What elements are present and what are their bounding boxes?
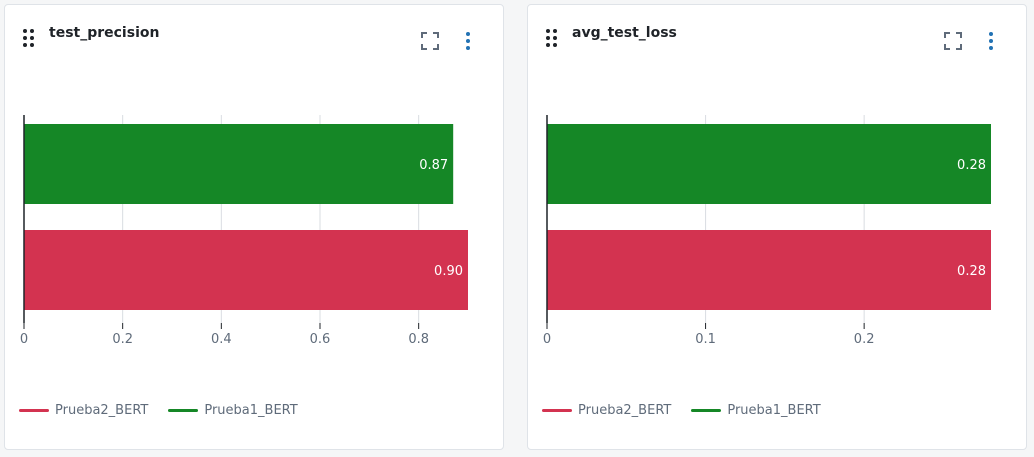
more-options-icon[interactable] [463, 31, 473, 51]
drag-handle-icon[interactable] [546, 29, 558, 47]
legend-item[interactable]: Prueba2_BERT [542, 403, 671, 418]
legend-item[interactable]: Prueba1_BERT [691, 403, 821, 418]
bar-prueba2-bert[interactable] [24, 230, 468, 310]
x-tick-label: 0.8 [408, 332, 429, 347]
more-options-icon[interactable] [986, 31, 996, 51]
legend-swatch [691, 409, 722, 412]
fullscreen-icon[interactable] [421, 32, 439, 50]
legend-item[interactable]: Prueba1_BERT [168, 403, 298, 418]
legend-label: Prueba1_BERT [727, 403, 821, 418]
legend-item[interactable]: Prueba2_BERT [19, 403, 148, 418]
bar-prueba2-bert[interactable] [547, 230, 991, 310]
legend-label: Prueba1_BERT [204, 403, 298, 418]
drag-handle-icon[interactable] [23, 29, 35, 47]
bar-prueba1-bert[interactable] [24, 124, 454, 204]
legend-swatch [542, 409, 572, 412]
fullscreen-icon[interactable] [944, 32, 962, 50]
chart-legend: Prueba2_BERT Prueba1_BERT [542, 403, 841, 418]
legend-swatch [168, 409, 199, 412]
x-tick-label: 0 [20, 332, 28, 347]
x-tick-label: 0 [543, 332, 551, 347]
chart-card-avg-test-loss: avg_test_loss 0 0.1 0.2 0.28 0.28 Prueba2_BE… [527, 4, 1027, 450]
x-tick-label: 0.2 [854, 332, 875, 347]
legend-swatch [19, 409, 49, 412]
legend-label: Prueba2_BERT [578, 403, 672, 418]
chart-title: test_precision [49, 25, 160, 41]
x-tick-label: 0.6 [310, 332, 331, 347]
bar-value-label: 0.28 [957, 158, 986, 173]
bar-value-label: 0.87 [419, 158, 448, 173]
bar-value-label: 0.90 [434, 264, 463, 279]
legend-label: Prueba2_BERT [55, 403, 149, 418]
bar-value-label: 0.28 [957, 264, 986, 279]
x-tick-label: 0.1 [695, 332, 716, 347]
chart-card-test-precision: test_precision 0 0.2 0.4 0.6 0.8 0.87 0.90 Pru… [4, 4, 504, 450]
bar-chart: 0 0.1 0.2 0.28 0.28 [543, 115, 991, 347]
x-tick-label: 0.4 [211, 332, 232, 347]
chart-legend: Prueba2_BERT Prueba1_BERT [19, 403, 318, 418]
bar-chart: 0 0.2 0.4 0.6 0.8 0.87 0.90 [20, 115, 468, 347]
chart-title: avg_test_loss [572, 25, 677, 41]
bar-prueba1-bert[interactable] [547, 124, 991, 204]
x-tick-label: 0.2 [112, 332, 133, 347]
